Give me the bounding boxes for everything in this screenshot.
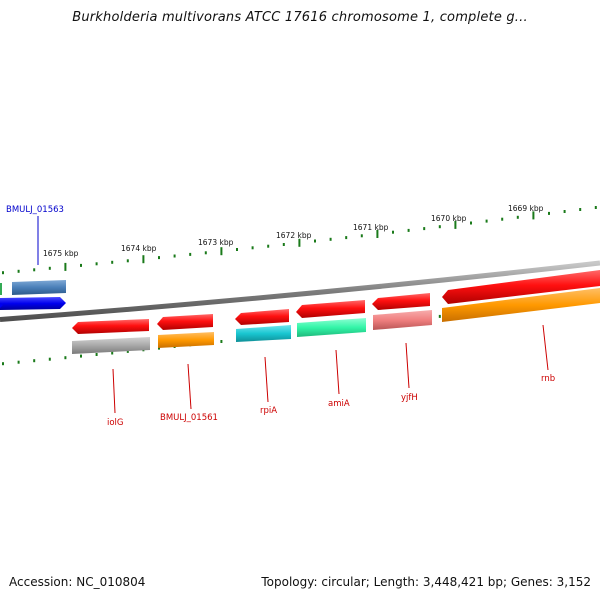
minor-tick [48, 357, 51, 361]
minor-tick [360, 234, 363, 238]
major-tick [454, 220, 457, 229]
minor-tick [95, 353, 98, 356]
gene-arrow-amiA[interactable] [296, 300, 365, 318]
accession-text: Accession: NC_010804 [9, 575, 146, 589]
major-tick [376, 230, 379, 238]
minor-tick [111, 351, 114, 355]
minor-tick [126, 349, 129, 353]
gene-arrow-rpiA[interactable] [235, 309, 289, 325]
tick-label-1673: 1673 kbp [198, 238, 234, 247]
minor-tick [485, 219, 488, 223]
minor-tick [111, 260, 114, 264]
minor-tick [33, 359, 36, 363]
cog-bar-amiA[interactable] [297, 318, 366, 337]
minor-tick [48, 266, 51, 270]
cog-bar-rpiA[interactable] [236, 325, 291, 342]
major-tick [298, 238, 301, 247]
minor-tick [80, 354, 82, 358]
cog-edge-left [0, 283, 2, 295]
gene-label-rpiA[interactable]: rpiA [260, 406, 277, 416]
minor-tick [501, 217, 504, 221]
outer-tick-row [2, 206, 597, 275]
cog-bar-rnb[interactable] [442, 288, 600, 322]
minor-tick [329, 237, 332, 241]
gene-arrow-bmulj-01561[interactable] [157, 314, 213, 330]
gene-label-iolG[interactable]: iolG [107, 418, 124, 428]
gene-label-bmulj-01563[interactable]: BMULJ_01563 [6, 205, 64, 215]
gene-label-amiA[interactable]: amiA [328, 399, 350, 409]
tick-label-1671: 1671 kbp [353, 223, 389, 232]
minor-tick [251, 246, 254, 250]
gene-label-rnb[interactable]: rnb [541, 374, 555, 384]
tick-label-1675: 1675 kbp [43, 249, 79, 258]
minor-tick [173, 254, 176, 258]
minor-tick [80, 263, 82, 267]
gene-arrow-iolG[interactable] [72, 319, 149, 334]
leader-rpiA [264, 356, 269, 403]
minor-tick [470, 221, 472, 225]
gene-arrow-yjfH[interactable] [372, 293, 430, 310]
minor-tick [407, 228, 410, 232]
tick-label-1672: 1672 kbp [276, 231, 312, 240]
gene-labels: BMULJ_01563 iolG BMULJ_01561 rpiA amiA y… [6, 205, 555, 428]
minor-tick [423, 227, 426, 231]
minor-tick [220, 340, 223, 343]
gene-arrow-bmulj-01563[interactable] [0, 297, 66, 310]
gene-edge-left-reverse [0, 303, 3, 308]
minor-tick [33, 268, 36, 272]
cog-bar-bmulj-01561[interactable] [158, 332, 214, 348]
leader-rnb [542, 324, 549, 371]
minor-tick [345, 236, 348, 240]
tick-label-1669: 1669 kbp [508, 204, 544, 213]
minor-tick [267, 244, 270, 248]
tick-label-1674: 1674 kbp [121, 244, 157, 253]
minor-tick [158, 346, 160, 350]
minor-tick [438, 225, 441, 229]
gene-label-yjfH[interactable]: yjfH [401, 393, 418, 403]
cog-bar-iolG[interactable] [72, 337, 150, 354]
cog-bar-yjfH[interactable] [373, 310, 432, 330]
minor-tick [314, 239, 316, 243]
tick-label-1670: 1670 kbp [431, 214, 467, 223]
leader-amiA [335, 349, 340, 395]
gene-label-bmulj-01561[interactable]: BMULJ_01561 [160, 413, 218, 423]
minor-tick [236, 248, 238, 251]
major-tick [142, 255, 145, 264]
cog-bar-bmulj-01563[interactable] [12, 280, 66, 295]
minor-tick [548, 211, 550, 215]
label-leader-lines [37, 216, 549, 414]
minor-tick [158, 256, 160, 260]
minor-tick [579, 208, 582, 211]
map-title: Burkholderia multivorans ATCC 17616 chro… [72, 10, 528, 25]
minor-tick [204, 251, 207, 255]
minor-tick [64, 356, 67, 360]
major-tick [64, 262, 67, 271]
minor-tick [2, 362, 4, 366]
leader-yjfH [405, 342, 410, 389]
minor-tick [17, 269, 20, 273]
leader-bmulj-01561 [187, 363, 192, 410]
major-tick [532, 211, 535, 220]
minor-tick [189, 252, 192, 256]
minor-tick [95, 262, 98, 266]
minor-tick [2, 271, 4, 275]
tick-labels: 1675 kbp 1674 kbp 1673 kbp 1672 kbp 1671… [43, 204, 544, 258]
minor-tick [438, 314, 441, 318]
minor-tick [126, 259, 129, 263]
major-tick [220, 247, 223, 256]
chromosome-backbone [0, 260, 600, 322]
minor-tick [17, 360, 20, 364]
leader-iolG [112, 368, 116, 414]
minor-tick [392, 230, 394, 234]
minor-tick [594, 206, 597, 209]
minor-tick [563, 210, 566, 213]
minor-tick [516, 215, 519, 219]
gene-arrow-rnb[interactable] [442, 270, 600, 304]
topology-text: Topology: circular; Length: 3,448,421 bp… [261, 575, 591, 589]
minor-tick [282, 243, 285, 246]
